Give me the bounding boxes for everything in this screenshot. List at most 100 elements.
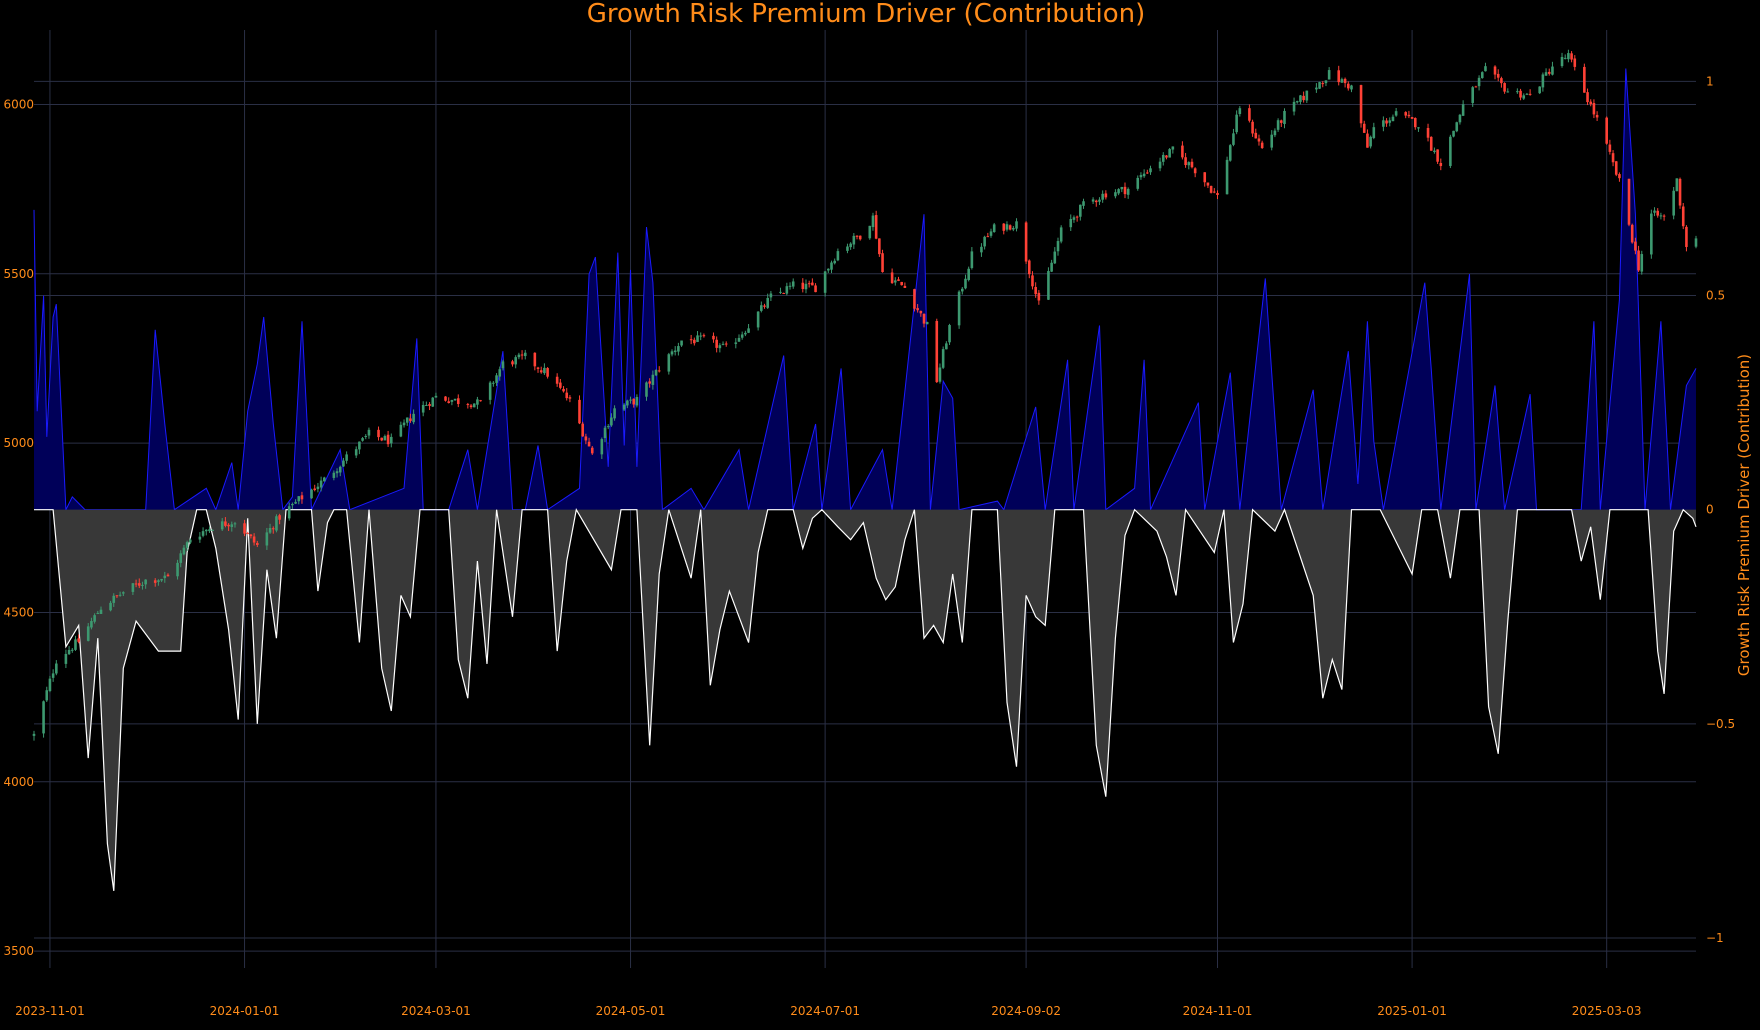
candle-body [855,235,859,237]
candle-body [1254,132,1258,139]
candle-body [715,339,718,348]
candle-body [517,354,521,358]
candle-body [581,423,584,437]
candle-body [1168,149,1171,158]
candle-body [1541,74,1545,88]
candle-body [1295,101,1299,103]
candle-body [230,524,234,527]
candle-body [1563,57,1567,59]
candle-body [657,370,661,372]
x-tick-label: 2024-03-01 [401,1004,471,1018]
candle-body [559,382,562,388]
negative-contribution-area [34,508,1697,891]
candle-body [1181,145,1184,158]
candle-body [1659,215,1663,217]
candle-body [224,521,227,526]
candle-body [421,404,425,413]
candle-body [1426,128,1430,138]
candle-body [1047,271,1050,300]
candle-body [96,612,100,614]
candle-body [533,352,537,367]
candle-body [501,361,505,369]
candle-body [469,405,473,408]
candle-body [1024,222,1028,262]
candle-body [179,553,183,563]
candle-body [1184,157,1187,166]
candle-body [1480,72,1484,79]
candle-body [584,436,588,441]
candle-body [1385,120,1388,124]
candle-body [405,417,409,423]
candle-body [1315,87,1318,90]
candle-body [74,639,77,650]
candle-body [1595,114,1599,118]
candle-body [1503,83,1506,92]
candle-body [1050,262,1053,272]
y-left-tick-label: 5500 [3,267,34,281]
candle-body [291,503,294,506]
candle-body [1573,58,1577,67]
candle-body [1650,213,1653,255]
candle-body [456,398,460,404]
candle-body [479,400,482,402]
candle-body [1005,224,1009,230]
candle-body [1570,53,1573,60]
candle-body [1158,161,1162,169]
candle-body [740,334,744,338]
candle-body [1228,145,1232,161]
candle-body [1608,144,1612,152]
candle-body [536,367,540,369]
candle-body [1538,86,1541,94]
candle-body [1171,146,1175,150]
candle-body [804,283,808,290]
candle-body [256,542,259,546]
candle-body [1340,79,1344,83]
candle-body [539,370,543,373]
candle-body [1455,122,1459,132]
candle-body [1634,241,1637,251]
candle-body [297,496,301,502]
candle-body [635,397,639,406]
candle-body [788,285,792,287]
candle-body [386,434,390,445]
candle-body [1350,85,1353,90]
candle-body [1114,192,1117,197]
candle-body [364,436,368,438]
candle-body [1630,224,1634,243]
candle-body [1327,70,1331,80]
candle-body [345,454,348,461]
candle-body [1161,154,1165,162]
candle-body [1637,250,1640,271]
candle-body [1101,193,1104,200]
y-right-tick-label: −1 [1706,931,1724,945]
candle-body [948,325,951,343]
candle-body [747,328,750,333]
candle-body [1359,85,1363,124]
candle-body [1474,86,1478,88]
candle-body [319,480,323,488]
candle-body [163,575,167,579]
candle-body [1672,190,1675,216]
candle-body [1082,201,1085,206]
candle-body [1429,136,1433,151]
candle-body [450,400,454,402]
candle-body [970,251,974,268]
axis-layer: 2023-11-01 2024-01-01 2024-03-01 2024-05-01… [3,74,1735,1018]
candle-body [702,335,706,337]
candle-body [1551,66,1554,75]
candle-body [836,251,840,261]
candle-body [766,298,770,308]
candle-body [1471,87,1474,103]
candle-body [1321,83,1325,85]
candle-body [1675,178,1679,192]
x-tick-label: 2024-01-01 [210,1004,280,1018]
candle-body [1685,226,1688,247]
candle-body [77,638,80,642]
candle-body [1002,223,1006,231]
candle-body [249,534,253,537]
candle-body [1592,102,1596,115]
candle-body [1461,104,1465,116]
candle-body [409,418,412,421]
candle-body [1146,172,1149,174]
